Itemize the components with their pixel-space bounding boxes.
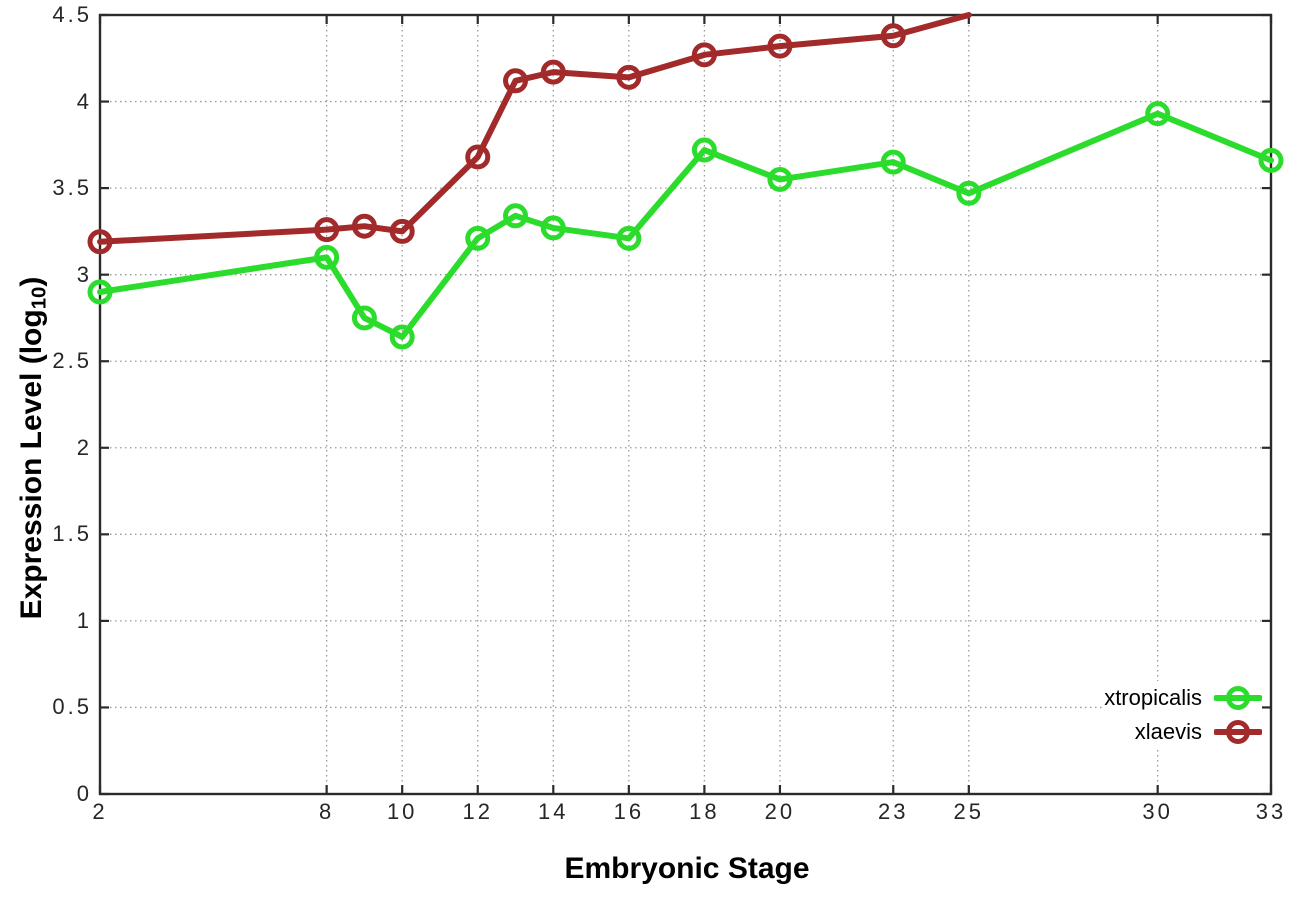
data-point-xtropicalis xyxy=(503,203,529,229)
data-point-xtropicalis xyxy=(1258,147,1284,173)
data-point-xtropicalis xyxy=(314,244,340,270)
x-tick-label: 23 xyxy=(878,799,909,824)
y-tick-label: 4.5 xyxy=(52,2,92,27)
legend: xtropicalis xlaevis xyxy=(1104,681,1262,749)
series-line-xlaevis xyxy=(97,12,972,245)
series-line-xtropicalis xyxy=(97,110,1274,340)
legend-row-xtropicalis: xtropicalis xyxy=(1104,681,1262,715)
y-tick-label: 1.5 xyxy=(52,521,92,547)
data-point-xlaevis xyxy=(503,68,529,94)
x-tick-label: 20 xyxy=(764,799,796,824)
data-point-xlaevis xyxy=(351,213,377,239)
data-point-xtropicalis xyxy=(1145,101,1171,127)
x-tick-label: 33 xyxy=(1255,799,1287,824)
y-tick-label: 4 xyxy=(76,88,92,114)
x-tick-label: 25 xyxy=(953,799,985,824)
legend-label-xtropicalis: xtropicalis xyxy=(1104,685,1202,710)
x-tick-label: 14 xyxy=(538,799,569,824)
y-tick-label: 3 xyxy=(76,261,92,287)
data-point-xtropicalis xyxy=(880,149,906,175)
y-tick-label: 1 xyxy=(76,607,92,633)
data-point-xtropicalis xyxy=(956,180,982,206)
y-axis-title: Expression Level (log10) xyxy=(12,223,52,673)
y-axis-title-subscript: 10 xyxy=(28,286,51,310)
y-tick-label: 3.5 xyxy=(52,175,92,201)
x-tick-label: 8 xyxy=(319,799,335,824)
y-tick-label: 0 xyxy=(76,781,92,806)
legend-label-xlaevis: xlaevis xyxy=(1134,719,1202,744)
y-axis-title-suffix: ) xyxy=(15,276,48,287)
data-point-xlaevis xyxy=(314,217,340,243)
x-tick-label: 10 xyxy=(386,799,418,824)
data-point-xlaevis xyxy=(691,42,717,68)
data-point-xlaevis xyxy=(465,144,491,170)
plot-border xyxy=(98,13,1273,796)
x-tick-label: 2 xyxy=(92,799,108,824)
x-tick-label: 18 xyxy=(689,799,720,824)
data-point-xtropicalis xyxy=(540,215,566,241)
data-point-xtropicalis xyxy=(767,166,793,192)
legend-marker-xlaevis xyxy=(1214,720,1262,744)
x-tick-label: 16 xyxy=(613,799,645,824)
data-point-xtropicalis xyxy=(351,305,377,331)
data-point-xtropicalis xyxy=(389,324,415,350)
y-axis-title-text: Expression Level (log xyxy=(15,309,48,620)
data-point-xlaevis xyxy=(616,64,642,90)
y-tick-label: 0.5 xyxy=(52,694,92,720)
legend-marker-xtropicalis xyxy=(1214,686,1262,710)
data-point-xtropicalis xyxy=(465,225,491,251)
y-tick-label: 2 xyxy=(76,434,92,460)
y-tick-label: 2.5 xyxy=(52,348,92,374)
data-point-xlaevis xyxy=(767,33,793,59)
x-tick-label: 30 xyxy=(1142,799,1173,824)
data-point-xlaevis xyxy=(880,23,906,49)
data-point-xlaevis xyxy=(389,218,415,244)
data-point-xlaevis xyxy=(540,59,566,85)
x-tick-label: 12 xyxy=(462,799,493,824)
data-point-xtropicalis xyxy=(616,225,642,251)
legend-row-xlaevis: xlaevis xyxy=(1135,715,1262,749)
data-point-xtropicalis xyxy=(691,137,717,163)
x-axis-title: Embryonic Stage xyxy=(564,852,810,885)
data-point-xlaevis xyxy=(87,229,113,255)
data-point-xtropicalis xyxy=(87,279,113,305)
